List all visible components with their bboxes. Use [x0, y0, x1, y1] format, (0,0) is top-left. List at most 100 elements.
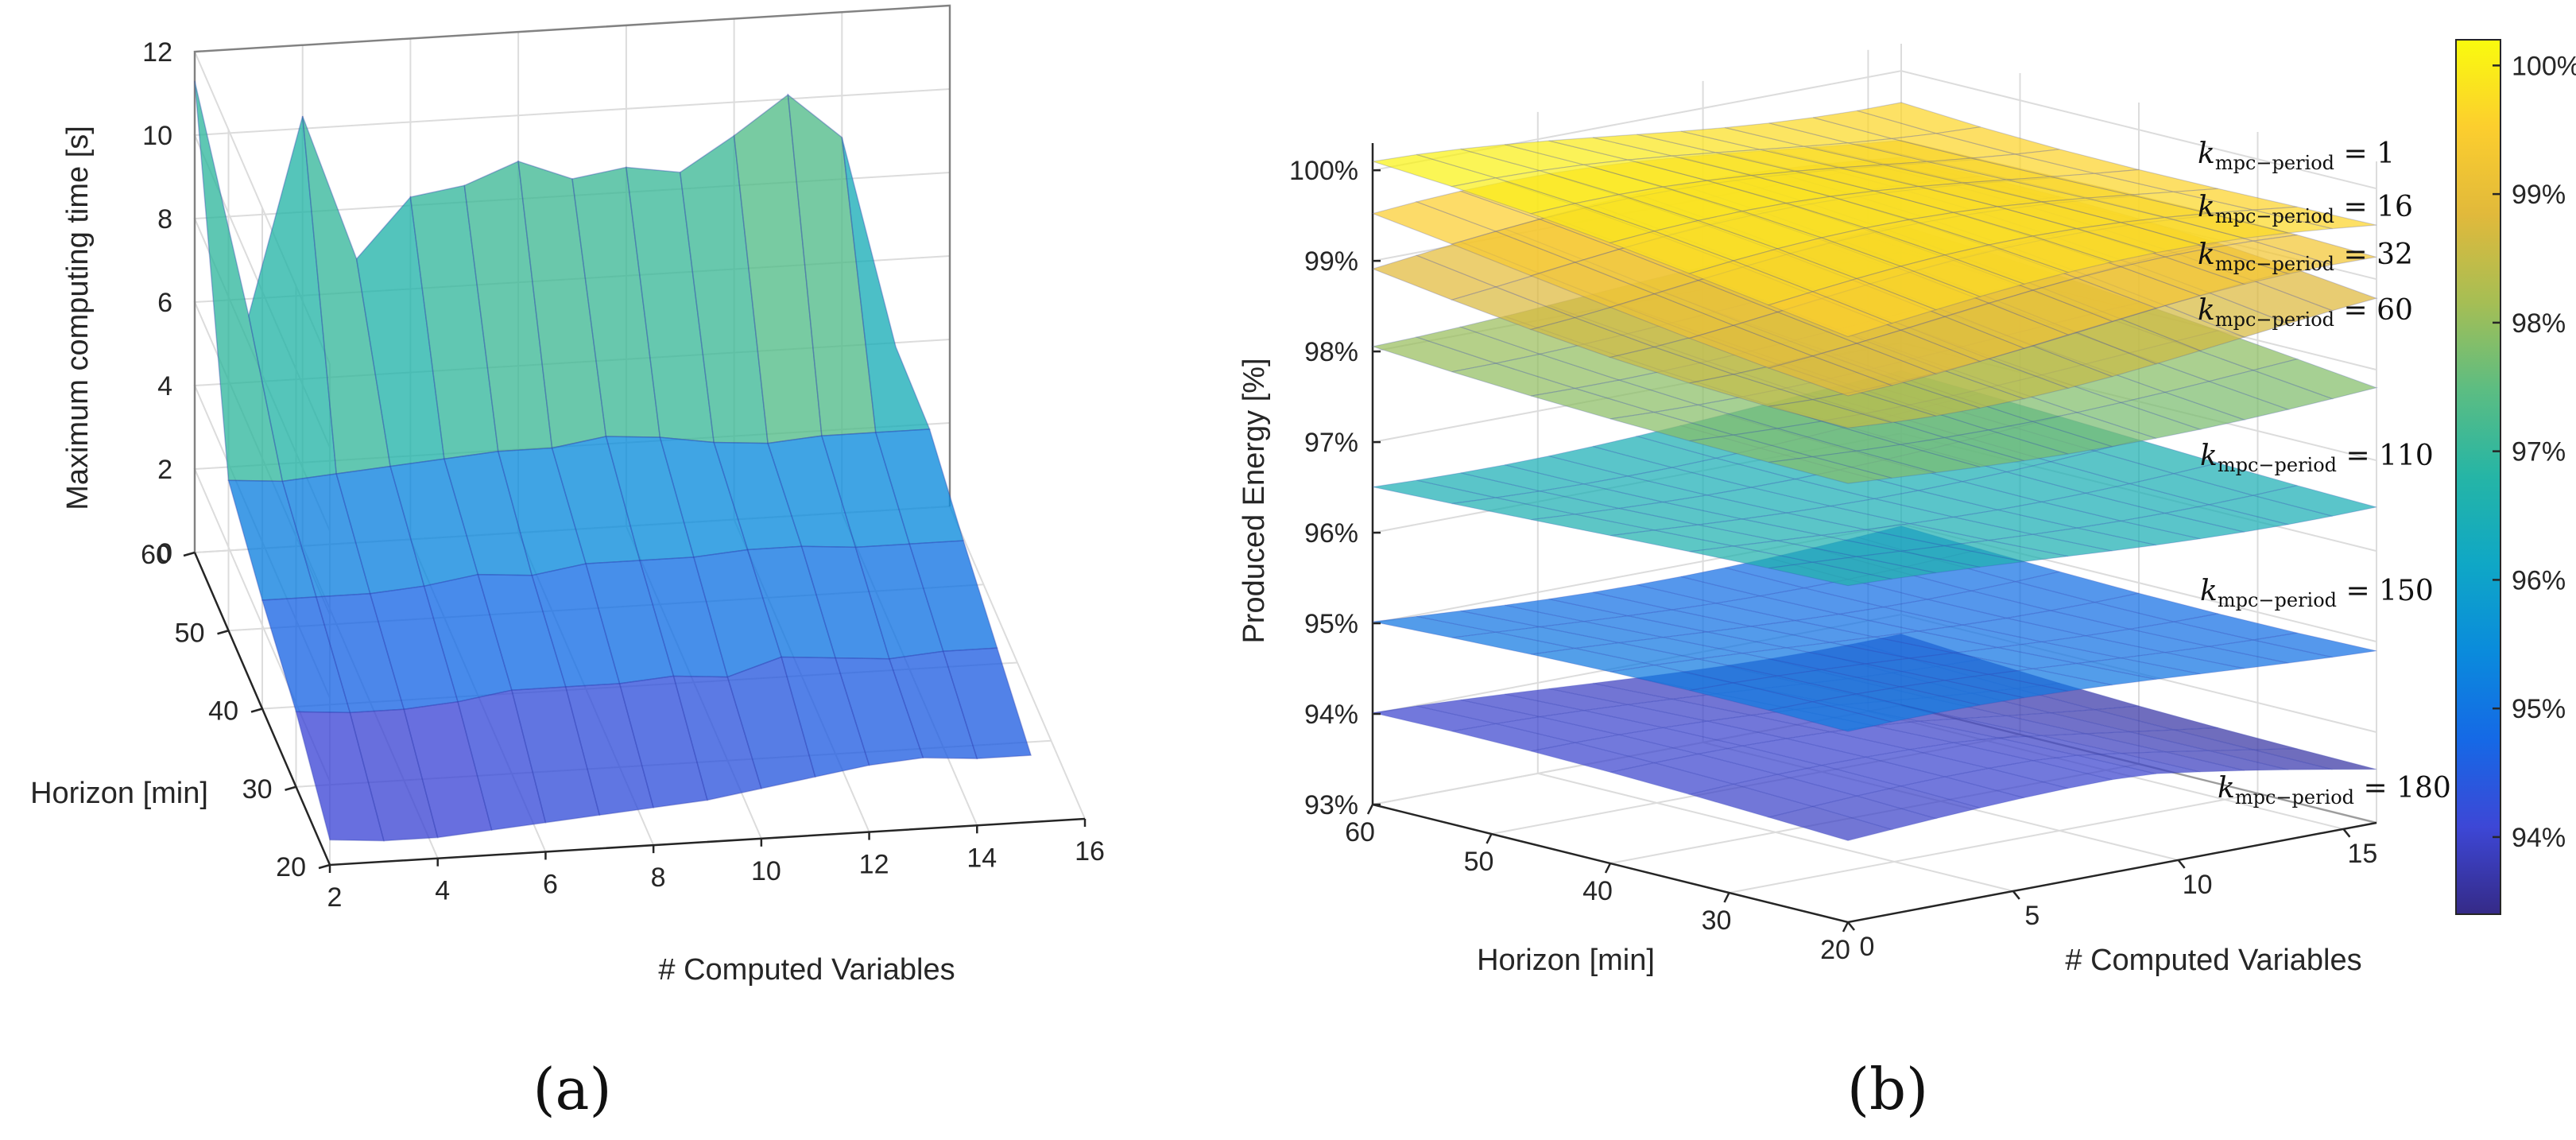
layer-label-subscript: mpc−period: [2218, 589, 2337, 611]
layer-label-value: = 1: [2334, 138, 2395, 170]
colorbar-tick-label: 98%: [2512, 308, 2566, 339]
layer-label-k: k: [2198, 294, 2215, 327]
y-tick-label: 40: [1582, 876, 1613, 906]
layer-label: kmpc−period = 1: [2198, 138, 2395, 174]
layer-label: kmpc−period = 150: [2200, 575, 2434, 611]
x-tick-label: 10: [2183, 870, 2213, 900]
y-tick-mark: [1842, 921, 1850, 933]
z-tick-label: 12: [142, 37, 172, 68]
x-tick-label: 5: [2024, 901, 2039, 931]
x-tick-mark: [2012, 890, 2020, 900]
caption-b: (b): [1847, 1056, 1928, 1123]
y-tick-mark: [1723, 892, 1730, 903]
y-tick-label: 60: [141, 540, 171, 570]
x-tick-label: 6: [543, 869, 558, 899]
surface-patch: [2094, 705, 2218, 731]
y-tick-label: 60: [1345, 817, 1375, 847]
layer-label-value: = 16: [2334, 191, 2413, 223]
layer-label: kmpc−period = 32: [2198, 238, 2413, 275]
x-tick-mark: [2342, 828, 2351, 838]
x-axis-label: # Computed Variables: [2065, 944, 2361, 977]
colorbar-tick-label: 100%: [2512, 51, 2576, 81]
y-tick-mark: [1366, 804, 1374, 815]
x-tick-label: 14: [966, 843, 997, 873]
z-tick-label: 97%: [1304, 428, 1358, 458]
y-tick-mark: [285, 785, 296, 791]
y-tick-mark: [318, 863, 331, 870]
caption-a: (a): [533, 1056, 611, 1123]
x-axis-label: # Computed Variables: [658, 953, 955, 987]
surface-patch: [2174, 188, 2298, 211]
surface-patch: [2253, 234, 2377, 266]
colorbar-tick-label: 99%: [2512, 180, 2566, 210]
surface-patch: [1857, 102, 1981, 134]
x-tick-label: 2: [327, 882, 343, 913]
layer-label-value: = 150: [2337, 575, 2434, 607]
y-tick-label: 20: [1820, 935, 1850, 965]
y-axis-label: Horizon [min]: [1477, 944, 1655, 977]
y-tick-label: 20: [276, 852, 306, 882]
layer-label-subscript: mpc−period: [2215, 205, 2334, 227]
axis-line-back: [193, 4, 951, 553]
z-tick-label: 94%: [1304, 700, 1358, 730]
layer-label-value: = 180: [2354, 772, 2451, 805]
z-tick-label: 6: [157, 288, 172, 318]
surface-patch: [841, 137, 931, 433]
surface-patch: [2094, 169, 2218, 192]
y-tick-mark: [1604, 863, 1612, 874]
surface-patch: [2251, 358, 2379, 400]
colorbar-tick-label: 94%: [2512, 823, 2566, 853]
z-tick-label: 98%: [1304, 337, 1358, 367]
y-tick-mark: [250, 708, 263, 713]
colorbar: 94% 95% 96% 97% 98% 99% 100%: [2455, 39, 2576, 915]
z-tick-label: 4: [157, 371, 172, 401]
z-tick-label: 2: [157, 455, 172, 485]
x-tick-label: 16: [1075, 836, 1105, 867]
layer-label-k: k: [2200, 575, 2218, 607]
surface-patch: [2253, 485, 2377, 517]
y-tick-label: 40: [208, 696, 238, 727]
y-tick-label: 30: [1702, 905, 1732, 936]
y-tick-mark: [183, 551, 196, 557]
surface-patch: [1936, 126, 2060, 155]
layer-label-subscript: mpc−period: [2215, 308, 2334, 331]
layer-label-subscript: mpc−period: [2215, 152, 2334, 174]
z-axis-label: Maximum computing time [s]: [61, 126, 95, 510]
layer-label-k: k: [2200, 440, 2218, 472]
colorbar-bar: [2455, 39, 2501, 915]
layer-label: kmpc−period = 16: [2198, 191, 2413, 227]
colorbar-tick-label: 95%: [2512, 694, 2566, 724]
x-tick-mark: [2177, 859, 2186, 869]
x-tick-label: 8: [651, 863, 666, 893]
x-tick-label: 0: [1860, 932, 1875, 962]
colorbar-tick-label: 96%: [2512, 565, 2566, 595]
layer-label-k: k: [2218, 772, 2235, 805]
y-tick-label: 50: [1464, 847, 1494, 877]
x-tick-label: 10: [751, 856, 781, 886]
z-tick-label: 0: [157, 538, 172, 568]
layer-label-k: k: [2198, 138, 2215, 170]
y-tick-mark: [1486, 833, 1493, 844]
layer-label-k: k: [2198, 191, 2215, 223]
y-tick-label: 50: [175, 618, 205, 648]
layer-label-subscript: mpc−period: [2215, 253, 2334, 275]
surface-patch: [2253, 632, 2377, 658]
z-tick-label: 95%: [1304, 609, 1358, 639]
z-tick-label: 8: [157, 204, 172, 235]
z-tick-label: 10: [142, 121, 172, 151]
z-tick-label: 100%: [1289, 156, 1358, 186]
z-axis-label: Produced Energy [%]: [1238, 358, 1271, 643]
z-tick-label: 93%: [1304, 790, 1358, 820]
layer-label-value: = 110: [2337, 440, 2434, 472]
layer-label-k: k: [2198, 238, 2215, 271]
panel-a-computing-time-surface: 0 2 4 6 8 10 12 2 4 6 8 10 12 14 16 20 30 40 50 60 Maximum c…: [30, 4, 1105, 987]
layer-label-subscript: mpc−period: [2235, 786, 2354, 808]
y-tick-label: 30: [242, 774, 273, 805]
y-axis-label: Horizon [min]: [30, 777, 208, 810]
layer-label-value: = 60: [2334, 294, 2413, 327]
colorbar-tick-label: 97%: [2512, 437, 2566, 467]
surface-patch: [2253, 748, 2377, 770]
layer-label: kmpc−period = 60: [2198, 294, 2413, 331]
